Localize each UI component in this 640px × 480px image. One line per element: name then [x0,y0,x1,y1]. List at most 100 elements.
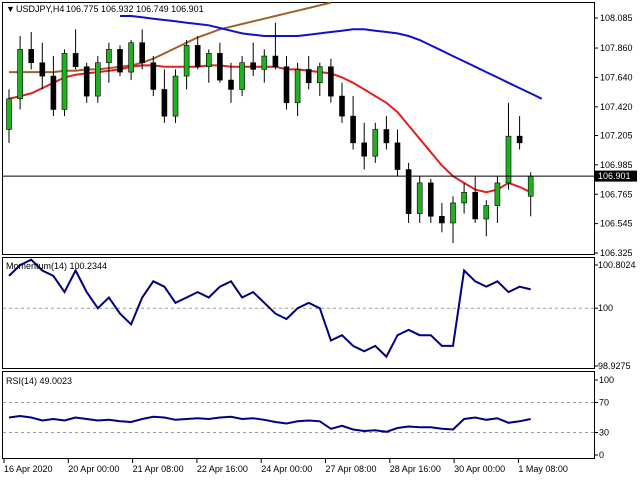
momentum-axis: 100.8024 100 98.9275 [594,260,636,371]
candle-body-up [483,205,490,220]
candle-body-up [95,62,101,97]
price-tick-label: 107.420 [600,102,633,112]
rsi-line [8,414,531,433]
candle-body-down [305,69,312,84]
candle-body-down [194,45,201,68]
price-tick-label: 107.640 [600,72,633,82]
candle-body-up [17,49,23,100]
candle-body-up [128,42,134,73]
momentum-pane[interactable] [2,257,595,369]
candle [239,56,245,97]
time-tick-label: 22 Apr 16:00 [197,464,248,474]
ohlc-readout: 106.775 106.932 106.749 106.901 [66,4,204,14]
candle-body-down [405,169,412,214]
time-tick-label: 20 Apr 00:00 [68,464,119,474]
candle [117,45,123,77]
candle [305,56,312,90]
candle [494,176,501,223]
rsi-tick-label: 30 [599,428,609,438]
candle [228,62,234,103]
candle-body-down [361,142,368,157]
rsi-title: RSI(14) 49.0023 [6,376,72,386]
candle [505,102,512,190]
candle-body-down [328,66,334,97]
candle [361,122,368,170]
candle-body-up [372,129,379,157]
candle-body-up [172,75,179,117]
candle-body-up [206,53,212,68]
candle [206,49,212,83]
candle [161,69,168,123]
collapse-arrow-icon[interactable]: ▼ [6,4,15,14]
candle [383,116,390,150]
candle [194,36,201,70]
candle-body-down [439,215,445,224]
candle [316,62,323,97]
price-axis: 108.085 107.860 107.640 107.420 107.205 106.9… [594,13,633,258]
candle-body-down [394,142,401,170]
candle [250,42,256,77]
candle [50,56,57,117]
candle [28,32,35,70]
candle [350,96,356,150]
rsi-tick-label: 100 [599,375,614,385]
candle [6,89,12,143]
candle-body-up [494,182,501,206]
candle-body-down [150,62,157,90]
candle [261,49,268,83]
rsi-pane[interactable] [2,371,595,459]
candle [272,22,279,70]
candle [128,40,134,81]
candle [328,58,334,103]
time-tick-label: 24 Apr 00:00 [261,464,312,474]
momentum-tick-label: 100.8024 [598,260,636,270]
candle-body-down [472,191,479,220]
price-tick-label: 106.765 [600,189,633,199]
candle-body-down [72,53,79,68]
candle [427,178,434,223]
momentum-title: Momentum(14) 100.2344 [6,261,107,271]
candle [83,62,90,103]
time-axis: 16 Apr 2020 20 Apr 00:00 21 Apr 08:00 22 Ap… [3,459,568,474]
candle-body-down [272,55,279,68]
candle [183,40,190,90]
candle [372,122,379,163]
time-tick-label: 30 Apr 00:00 [454,464,505,474]
candle-body-up [316,66,323,84]
candle-body-down [117,49,123,73]
price-tick-label: 107.205 [600,131,633,141]
candle-body-down [350,115,356,144]
candle [516,116,523,150]
main-pane[interactable] [2,2,595,255]
candle [72,29,79,70]
rsi-tick-label: 0 [599,450,604,460]
candle-body-up [527,175,534,197]
candle-body-up [106,49,112,64]
candle-body-up [450,202,456,224]
candle-body-up [294,69,301,104]
time-tick-label: 16 Apr 2020 [4,464,53,474]
candle-body-down [161,89,168,117]
candle [416,176,423,223]
candle-body-up [416,182,423,214]
candle [294,62,301,117]
price-tick-label: 108.085 [600,13,633,23]
price-tick-label: 106.985 [600,160,633,170]
current-price-tag [595,170,637,182]
momentum-tick-label: 98.9275 [598,361,631,371]
candle [61,49,68,117]
candle [95,56,101,103]
momentum-tick-label: 100 [598,303,613,313]
candle-body-down [228,79,234,90]
candle-body-up [261,55,268,70]
candle [283,56,290,110]
ma-blue-line [120,15,543,100]
candle-body-down [139,42,145,64]
candle-body-down [28,49,35,64]
candle-body-down [50,75,57,110]
candle [405,162,412,223]
candle-body-down [427,182,434,217]
candle [172,69,179,123]
candle [461,182,467,214]
